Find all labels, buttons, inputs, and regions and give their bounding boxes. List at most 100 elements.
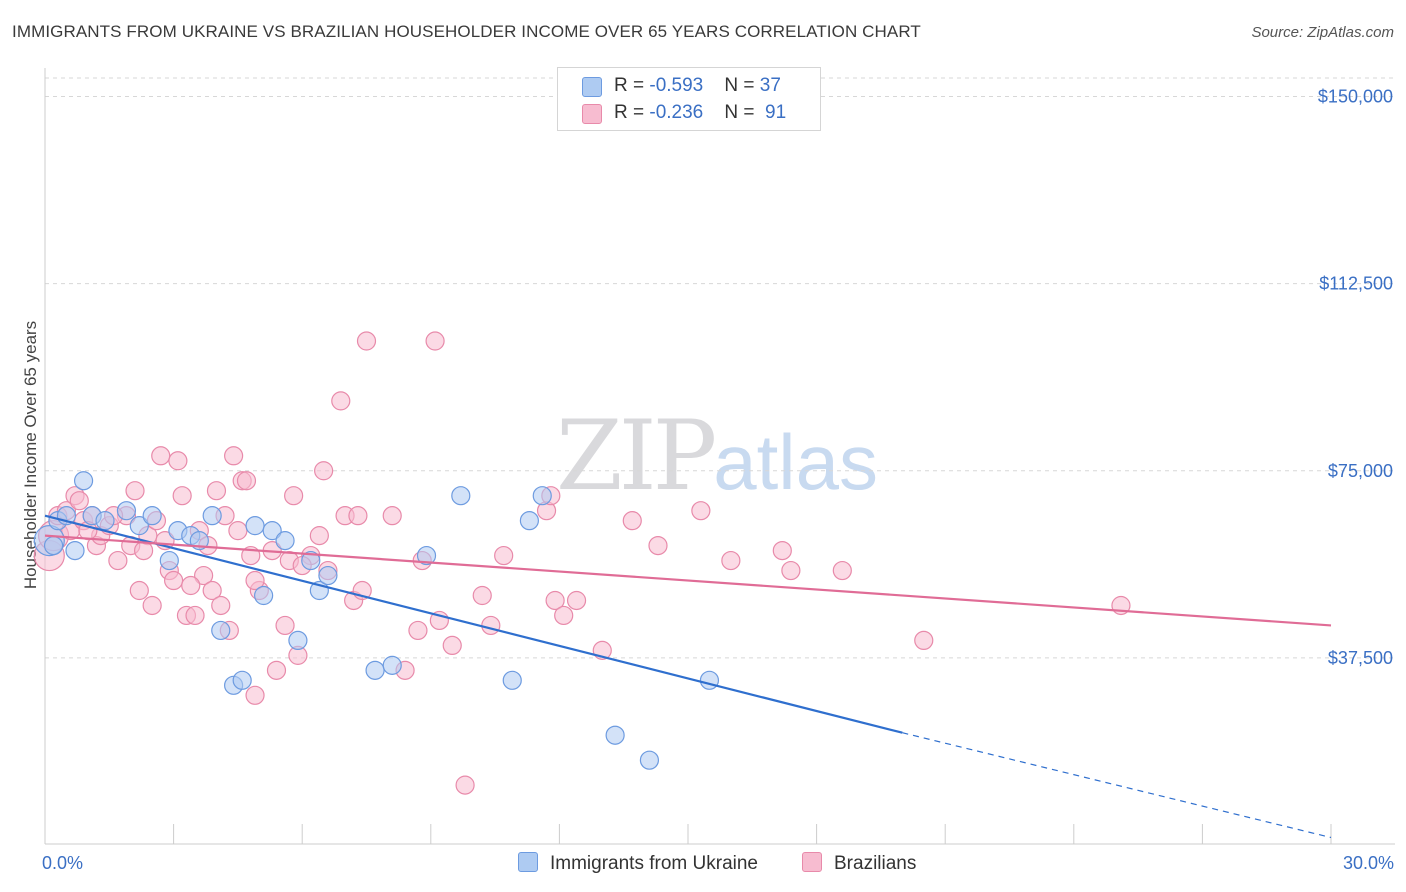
- ukraine-point: [65, 540, 85, 561]
- brazil-point: [721, 550, 741, 571]
- brazil-point: [914, 630, 934, 651]
- y-tick-label: $150,000: [1318, 87, 1393, 107]
- ukraine-point: [382, 655, 402, 675]
- ukraine-point: [699, 670, 720, 690]
- brazil-point: [455, 775, 475, 795]
- brazil-point: [206, 481, 227, 501]
- legend-r-value-ukraine: -0.593: [649, 75, 704, 96]
- brazil-point: [545, 590, 565, 611]
- brazil-point: [228, 521, 248, 541]
- brazil-point: [772, 540, 792, 561]
- brazil-point: [425, 331, 445, 351]
- ukraine-point: [318, 565, 338, 586]
- chart-source: Source: ZipAtlas.com: [1251, 24, 1394, 41]
- brazil-point: [224, 446, 244, 466]
- brazil-point: [194, 565, 214, 586]
- brazil-point: [69, 491, 89, 511]
- brazil-point: [211, 595, 231, 616]
- ukraine-point: [116, 501, 137, 521]
- brazil-point: [442, 635, 462, 656]
- ukraine-point: [639, 750, 660, 770]
- correlation-legend: R = -0.593 N = 37 R = -0.236 N = 91: [557, 67, 821, 131]
- legend-n-label: N =: [724, 75, 760, 96]
- ukraine-point: [254, 585, 274, 606]
- ukraine-point: [365, 660, 385, 680]
- watermark-atlas: atlas: [713, 418, 878, 506]
- ukraine-point: [159, 550, 179, 571]
- brazil-point: [314, 461, 334, 481]
- brazil-point: [133, 540, 154, 561]
- ukraine-point: [275, 531, 295, 551]
- ukraine-point: [605, 725, 625, 745]
- ukraine-point: [232, 670, 252, 690]
- brazil-point: [481, 615, 501, 636]
- ukraine-point: [301, 550, 321, 571]
- brazil-point: [408, 620, 428, 641]
- ukraine-point: [211, 620, 231, 641]
- x-tick-label-min: 0.0%: [42, 853, 83, 873]
- brazil-point: [168, 451, 188, 471]
- legend-r-value-brazil: -0.236: [649, 102, 704, 123]
- legend-r-label: R =: [614, 75, 650, 96]
- ukraine-point: [73, 471, 94, 491]
- brazil-point: [331, 391, 351, 411]
- series-legend-label-ukraine: Immigrants from Ukraine: [550, 853, 758, 874]
- brazil-point: [108, 550, 128, 571]
- ukraine-point: [129, 516, 149, 536]
- ukraine-point: [95, 511, 115, 531]
- ukraine-point: [502, 670, 522, 690]
- brazil-point: [151, 446, 171, 466]
- brazil-point: [622, 511, 642, 531]
- series-legend-swatch-ukraine: [518, 852, 538, 872]
- ukraine-point: [202, 506, 222, 526]
- series-legend-ukraine: Immigrants from Ukraine: [518, 852, 758, 875]
- ukraine-point: [288, 630, 308, 651]
- legend-swatch-ukraine: [582, 77, 602, 97]
- brazil-point: [142, 595, 162, 616]
- ukraine-point: [142, 506, 162, 526]
- brazil-point: [266, 660, 287, 680]
- brazil-point: [202, 580, 222, 601]
- ukraine-point: [519, 511, 539, 531]
- ukraine-point: [416, 545, 437, 566]
- ukraine-trend-extension: [902, 732, 1332, 839]
- brazil-point: [236, 471, 257, 491]
- legend-n-value-ukraine: 37: [759, 75, 781, 96]
- brazil-point: [494, 545, 514, 566]
- ukraine-point: [245, 516, 265, 536]
- legend-n-value-brazil: 91: [765, 102, 787, 123]
- brazil-point: [554, 605, 574, 626]
- brazil-point: [129, 580, 149, 601]
- brazil-point: [382, 506, 402, 526]
- brazil-point: [245, 570, 265, 591]
- brazil-point: [781, 560, 801, 581]
- brazil-point: [691, 501, 711, 521]
- ukraine-point: [262, 521, 282, 541]
- brazil-point: [472, 585, 492, 606]
- legend-n-label: N =: [724, 102, 760, 123]
- watermark-zip: ZIP: [556, 400, 717, 512]
- brazil-point: [181, 575, 201, 596]
- chart-title: IMMIGRANTS FROM UKRAINE VS BRAZILIAN HOU…: [12, 22, 921, 41]
- brazil-point: [648, 535, 668, 556]
- brazil-point: [275, 615, 295, 636]
- y-tick-label: $37,500: [1328, 648, 1393, 668]
- brazil-point: [356, 331, 377, 351]
- brazil-trend-line: [44, 534, 1332, 627]
- brazil-point: [309, 526, 329, 546]
- brazil-point: [185, 605, 205, 626]
- ukraine-point: [43, 535, 64, 556]
- legend-swatch-brazil: [582, 104, 602, 124]
- legend-r-label: R =: [614, 102, 650, 123]
- series-legend-brazil: Brazilians: [802, 852, 916, 875]
- brazil-point: [832, 560, 852, 581]
- series-legend-swatch-brazil: [802, 852, 822, 872]
- y-tick-label: $75,000: [1328, 461, 1393, 481]
- brazil-point: [172, 486, 192, 506]
- watermark: ZIPatlas: [556, 400, 878, 512]
- brazil-point: [566, 590, 587, 611]
- brazil-point: [284, 486, 304, 506]
- brazil-point: [125, 481, 145, 501]
- ukraine-point: [451, 486, 471, 506]
